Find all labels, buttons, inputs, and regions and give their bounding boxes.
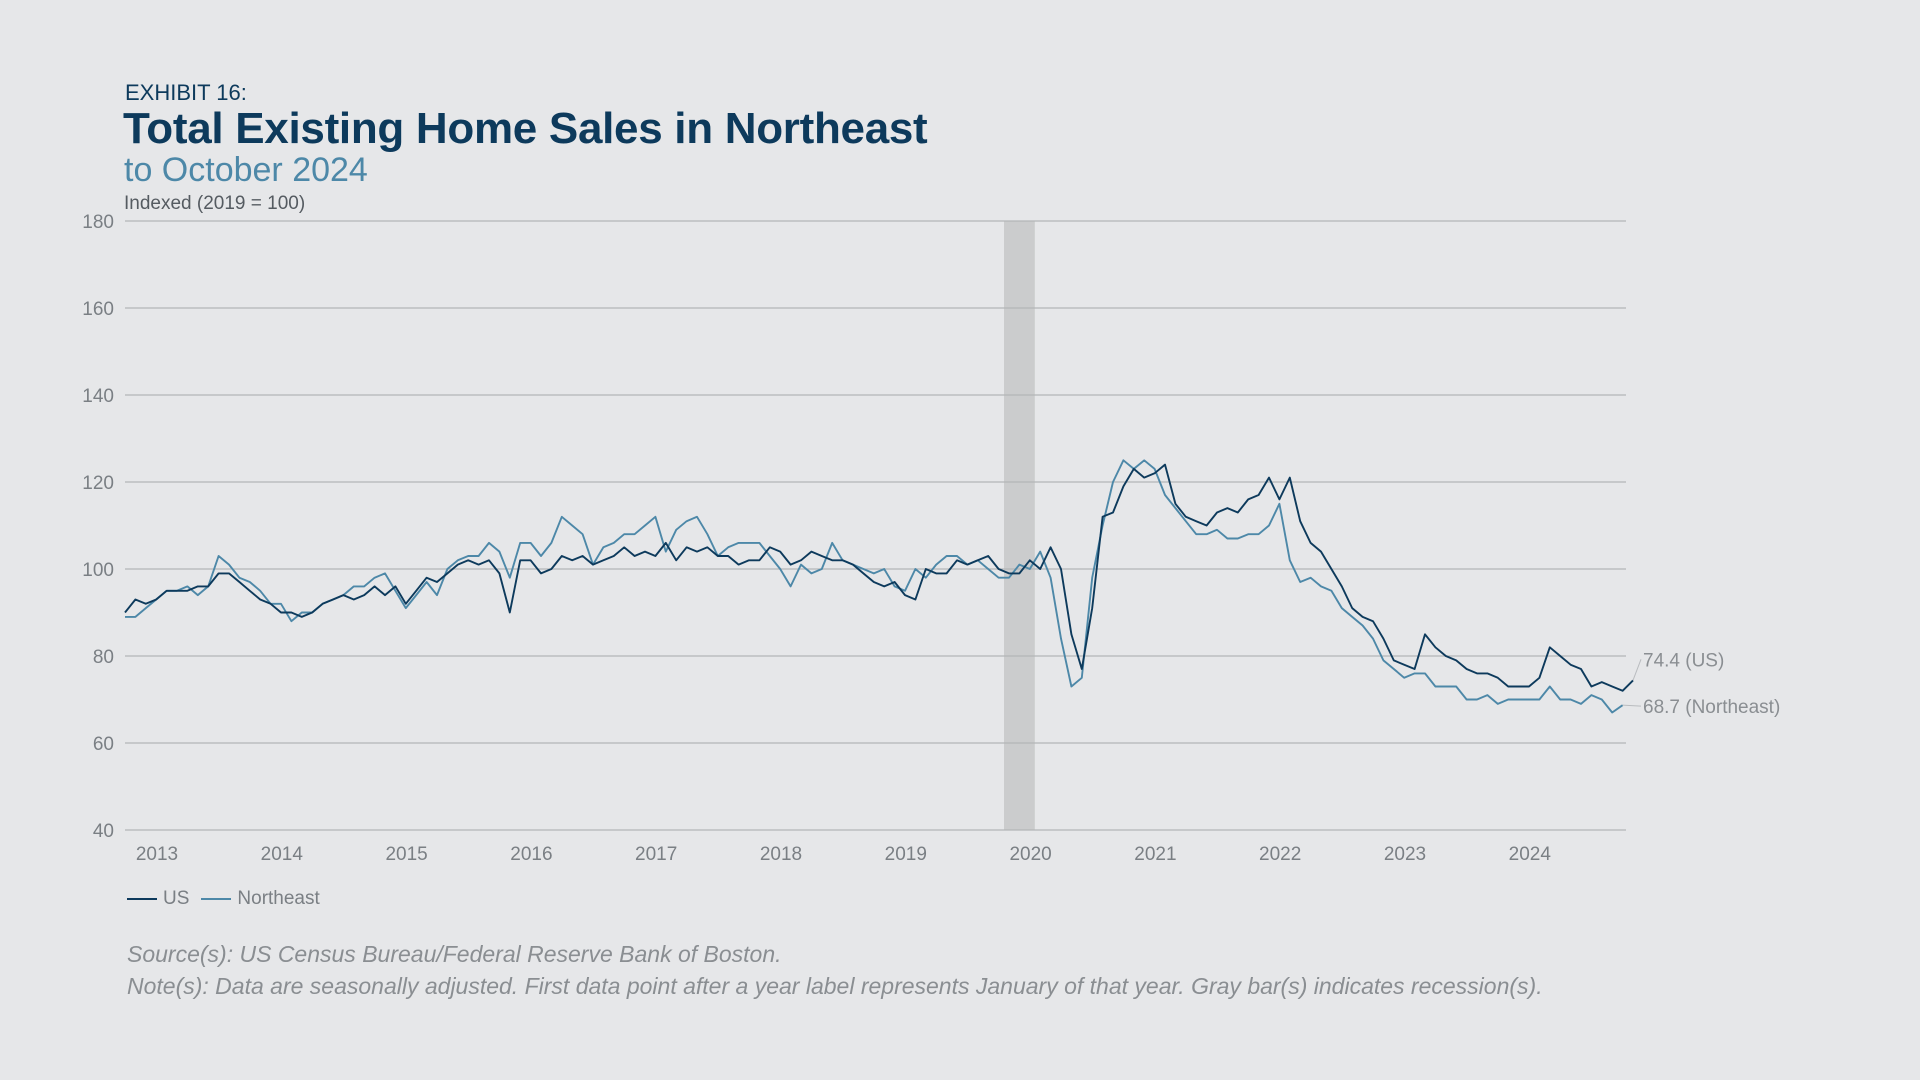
- legend-item-northeast: Northeast: [201, 888, 320, 910]
- gridlines: [125, 220, 1626, 831]
- y-tick-label: 140: [82, 386, 114, 407]
- y-tick-label: 80: [93, 647, 114, 668]
- recession-bar: [1004, 221, 1035, 830]
- series-layer: [124, 459, 1634, 714]
- y-axis-unit-label: Indexed (2019 = 100): [124, 193, 306, 214]
- x-tick-label: 2013: [136, 844, 178, 865]
- x-tick-label: 2020: [1009, 844, 1051, 865]
- end-label-us: 74.4 (US): [1643, 650, 1724, 671]
- x-tick-label: 2024: [1509, 844, 1552, 865]
- end-label-leader-us: [1632, 659, 1642, 681]
- data-note: Note(s): Data are seasonally adjusted. F…: [127, 973, 1543, 999]
- footnotes: Source(s): US Census Bureau/Federal Rese…: [127, 938, 1543, 1002]
- chart-title: Total Existing Home Sales in Northeast: [123, 104, 928, 153]
- x-tick-label: 2018: [760, 844, 802, 865]
- y-tick-label: 40: [93, 821, 114, 842]
- y-tick-label: 100: [82, 560, 114, 581]
- y-axis: 40 60 80 100 120 140 160 180: [82, 212, 114, 842]
- x-tick-label: 2014: [261, 844, 304, 865]
- end-labels: 74.4 (US) 68.7 (Northeast): [1622, 650, 1780, 718]
- legend: US Northeast: [127, 888, 332, 910]
- legend-item-us: US: [127, 888, 189, 910]
- end-label-northeast: 68.7 (Northeast): [1643, 697, 1780, 718]
- chart-subtitle: to October 2024: [124, 151, 368, 189]
- x-tick-label: 2021: [1134, 844, 1176, 865]
- y-tick-label: 160: [82, 299, 114, 320]
- source-note: Source(s): US Census Bureau/Federal Rese…: [127, 941, 782, 967]
- x-tick-label: 2016: [510, 844, 552, 865]
- legend-swatch-northeast: [201, 898, 232, 900]
- legend-label-northeast: Northeast: [237, 888, 320, 909]
- exhibit-label: EXHIBIT 16:: [125, 80, 247, 105]
- x-axis: 2013 2014 2015 2016 2017 2018 2019 2020 2021 2022…: [136, 844, 1552, 865]
- x-tick-label: 2019: [885, 844, 927, 865]
- x-tick-label: 2022: [1259, 844, 1301, 865]
- legend-label-us: US: [163, 888, 190, 909]
- y-tick-label: 120: [82, 473, 114, 494]
- series-line-northeast: [125, 459, 1624, 714]
- recession-layer: [1004, 221, 1035, 830]
- y-tick-label: 180: [82, 212, 114, 233]
- end-label-leader-northeast: [1622, 704, 1642, 707]
- x-tick-label: 2015: [385, 844, 427, 865]
- series-line-us: [124, 463, 1634, 692]
- x-tick-label: 2023: [1384, 844, 1426, 865]
- y-tick-label: 60: [93, 734, 114, 755]
- legend-swatch-us: [127, 898, 157, 900]
- x-tick-label: 2017: [635, 844, 677, 865]
